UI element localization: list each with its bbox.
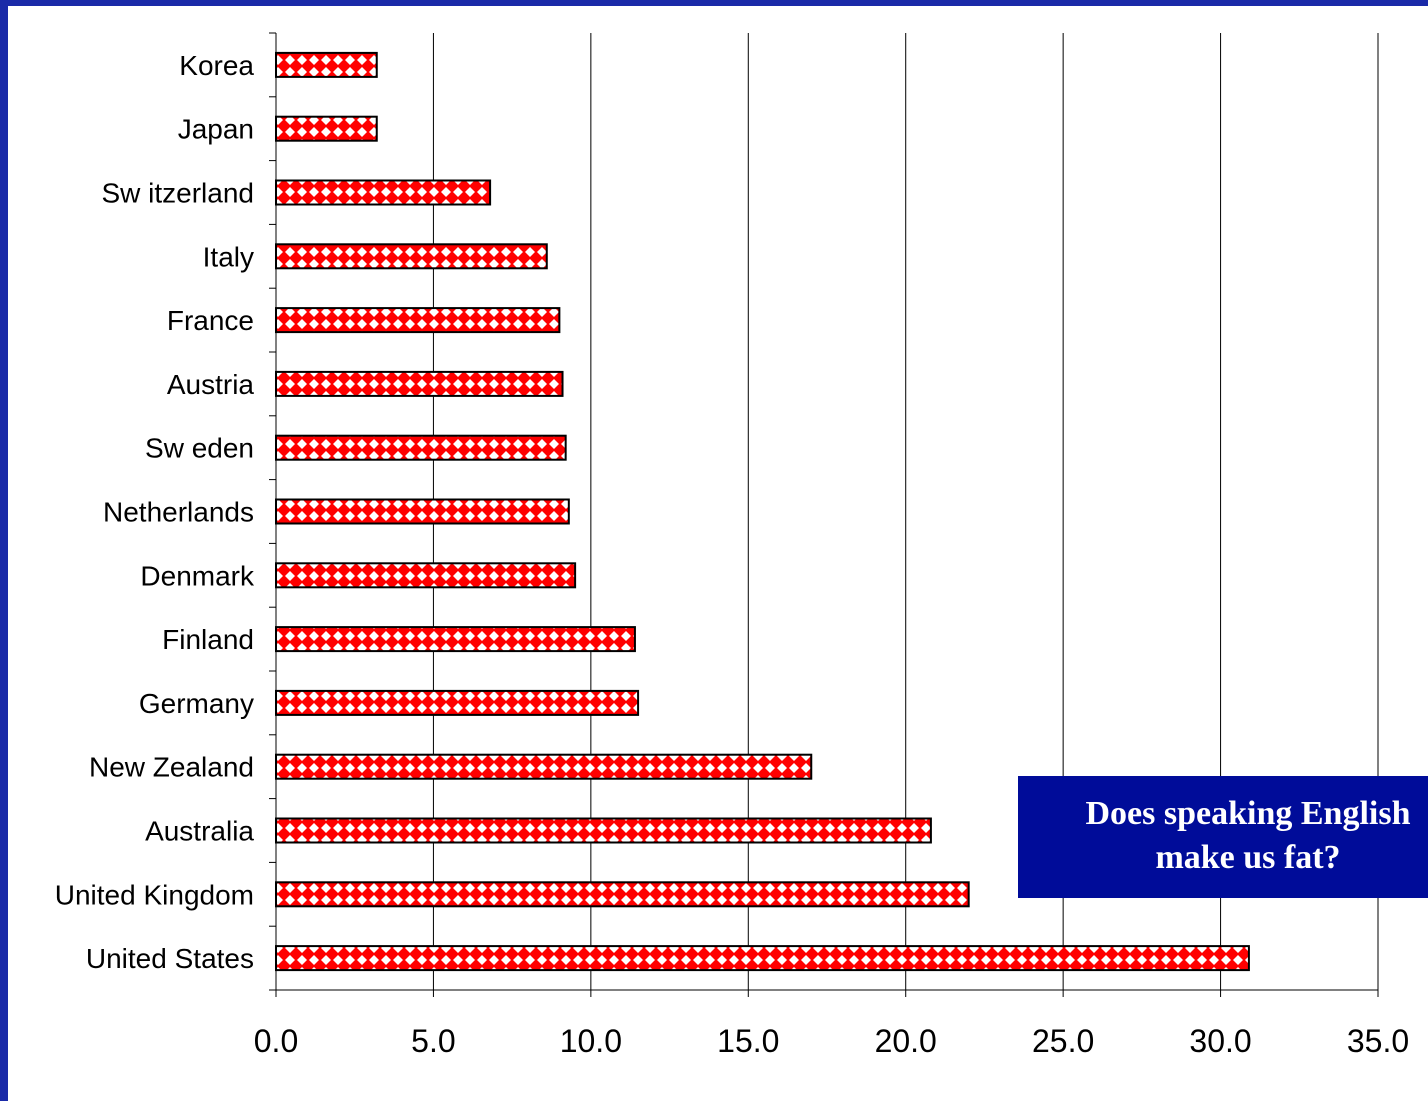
bar [275, 753, 813, 780]
bar [275, 562, 577, 589]
category-label: United States [86, 943, 254, 974]
slide-frame: Korea Japan Sw itzerland Italy France Austria… [8, 6, 1428, 1101]
category-label: Sw itzerland [101, 178, 254, 209]
category-label: Germany [139, 688, 254, 719]
x-tick-label: 20.0 [875, 1023, 937, 1059]
bar [275, 307, 561, 334]
x-tick-label: 35.0 [1347, 1023, 1409, 1059]
category-label: Sw eden [145, 433, 254, 464]
category-label: Finland [162, 624, 254, 655]
x-tick-label: 25.0 [1032, 1023, 1094, 1059]
category-label: Austria [167, 369, 255, 400]
bar [275, 881, 970, 908]
x-tick-label: 15.0 [717, 1023, 779, 1059]
category-label: Australia [145, 816, 254, 847]
category-label: Netherlands [103, 497, 254, 528]
bar [275, 179, 492, 206]
category-label: Korea [179, 50, 254, 81]
bar [275, 243, 548, 270]
annotation-callout: Does speaking English make us fat? [1018, 776, 1428, 898]
bar [275, 115, 378, 142]
bar [275, 945, 1250, 972]
category-labels: Korea Japan Sw itzerland Italy France Austria… [55, 50, 255, 974]
category-label: France [167, 305, 254, 336]
bar [275, 51, 378, 78]
bar-chart: Korea Japan Sw itzerland Italy France Austria… [55, 32, 1409, 1059]
bars [275, 51, 1250, 972]
category-label: Denmark [140, 560, 255, 591]
x-tick-label: 5.0 [411, 1023, 455, 1059]
category-label: New Zealand [89, 752, 254, 783]
bar [275, 689, 640, 716]
category-label: Italy [203, 241, 254, 272]
bar [275, 434, 567, 461]
bar [275, 817, 932, 844]
bar [275, 498, 570, 525]
gridlines [432, 33, 1379, 990]
x-tick-label: 10.0 [560, 1023, 622, 1059]
bar [275, 626, 636, 653]
x-tick-label: 30.0 [1189, 1023, 1251, 1059]
x-tick-labels: 0.0 5.0 10.0 15.0 20.0 25.0 30.0 35.0 [254, 1023, 1409, 1059]
category-label: United Kingdom [55, 879, 254, 910]
category-label: Japan [178, 114, 254, 145]
bar [275, 370, 564, 397]
x-tick-label: 0.0 [254, 1023, 298, 1059]
